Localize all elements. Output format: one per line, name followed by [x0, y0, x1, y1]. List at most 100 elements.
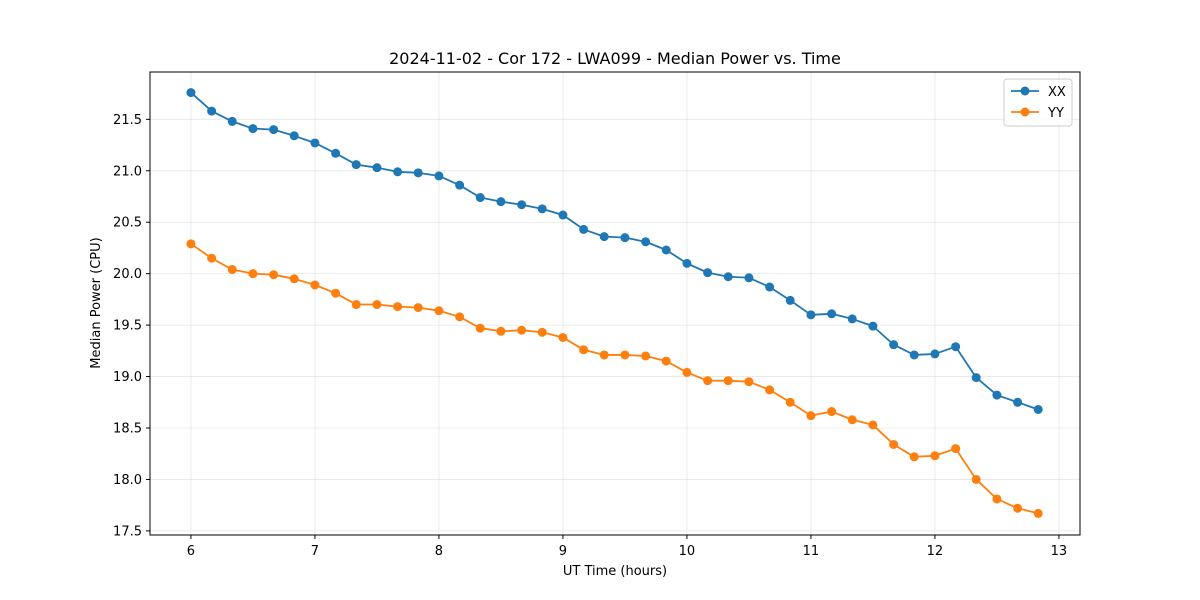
data-point-yy: [951, 444, 961, 454]
chart-title: 2024-11-02 - Cor 172 - LWA099 - Median P…: [389, 49, 841, 68]
data-point-yy: [289, 274, 299, 284]
y-tick-label: 17.5: [113, 524, 142, 539]
data-point-yy: [847, 415, 857, 425]
data-point-yy: [992, 494, 1002, 504]
data-point-yy: [765, 385, 775, 395]
data-point-yy: [248, 269, 258, 279]
data-point-yy: [558, 332, 568, 342]
data-point-yy: [827, 407, 837, 417]
data-point-yy: [537, 327, 547, 337]
data-point-xx: [289, 131, 299, 141]
data-point-xx: [537, 204, 547, 214]
data-point-yy: [661, 356, 671, 366]
data-point-xx: [393, 167, 403, 177]
data-point-yy: [207, 253, 217, 263]
data-point-xx: [971, 373, 981, 383]
legend-marker-xx: [1020, 86, 1030, 96]
y-tick-label: 20.5: [113, 216, 142, 231]
data-point-yy: [909, 452, 919, 462]
data-point-xx: [248, 124, 258, 134]
data-point-xx: [930, 349, 940, 359]
y-tick-label: 18.0: [113, 473, 142, 488]
y-tick-label: 18.5: [113, 421, 142, 436]
series: [186, 88, 1043, 518]
y-tick-label: 19.5: [113, 319, 142, 334]
x-tick-label: 13: [1051, 544, 1068, 559]
data-point-yy: [372, 300, 382, 310]
data-point-xx: [599, 232, 609, 242]
x-tick-label: 7: [311, 544, 319, 559]
data-point-xx: [682, 258, 692, 268]
data-point-xx: [372, 163, 382, 173]
data-point-yy: [682, 367, 692, 377]
data-point-xx: [785, 295, 795, 305]
data-point-xx: [889, 340, 899, 350]
data-point-xx: [434, 171, 444, 181]
data-point-yy: [703, 376, 713, 386]
legend: XX YY: [1003, 78, 1073, 127]
data-point-yy: [641, 351, 651, 361]
data-point-xx: [909, 350, 919, 360]
data-point-yy: [434, 306, 444, 316]
x-axis-label: UT Time (hours): [563, 564, 667, 579]
data-point-xx: [1033, 404, 1043, 414]
data-point-yy: [496, 326, 506, 336]
data-point-xx: [723, 272, 733, 282]
data-point-yy: [310, 280, 320, 290]
data-point-xx: [269, 125, 279, 135]
x-tick-label: 8: [435, 544, 443, 559]
data-point-yy: [620, 350, 630, 360]
data-point-yy: [806, 411, 816, 421]
legend-label-xx: XX: [1048, 85, 1066, 100]
data-point-yy: [889, 439, 899, 449]
data-point-yy: [599, 350, 609, 360]
data-point-xx: [744, 273, 754, 283]
grid: [150, 72, 1080, 535]
data-point-yy: [930, 451, 940, 461]
data-point-yy: [785, 397, 795, 407]
data-point-xx: [351, 160, 361, 170]
x-tick-label: 11: [803, 544, 820, 559]
data-point-xx: [827, 309, 837, 319]
y-tick-label: 21.0: [113, 164, 142, 179]
data-point-yy: [269, 270, 279, 280]
data-point-yy: [227, 265, 237, 275]
data-point-xx: [413, 168, 423, 178]
x-tick-label: 6: [187, 544, 195, 559]
data-point-xx: [227, 116, 237, 126]
data-point-xx: [558, 210, 568, 220]
y-tick-label: 19.0: [113, 370, 142, 385]
x-tick-label: 10: [679, 544, 696, 559]
data-point-xx: [207, 106, 217, 116]
data-point-yy: [413, 303, 423, 313]
data-point-yy: [517, 325, 527, 335]
data-point-yy: [723, 376, 733, 386]
y-axis-label: Median Power (CPU): [89, 237, 104, 368]
legend-label-yy: YY: [1047, 106, 1064, 121]
x-tick-label: 9: [559, 544, 567, 559]
data-point-xx: [186, 88, 196, 98]
data-point-yy: [971, 474, 981, 484]
data-point-yy: [475, 323, 485, 333]
data-point-yy: [455, 312, 465, 322]
plot-frame: [149, 71, 1081, 536]
data-point-yy: [351, 300, 361, 310]
data-point-xx: [992, 390, 1002, 400]
legend-marker-yy: [1020, 107, 1030, 117]
data-point-xx: [806, 310, 816, 320]
y-tick-label: 21.5: [113, 113, 142, 128]
y-tick-label: 20.0: [113, 267, 142, 282]
data-point-xx: [579, 224, 589, 234]
data-point-xx: [765, 282, 775, 292]
x-tick-label: 12: [927, 544, 944, 559]
axis-ticks: 6 7 8 9 10 11 12 13 17.5 18.0 18.5 19.0 19.5 20.0 20.5…: [113, 113, 1067, 559]
data-point-yy: [744, 377, 754, 387]
data-point-xx: [331, 148, 341, 158]
data-point-xx: [1013, 397, 1023, 407]
data-point-xx: [847, 314, 857, 324]
data-point-xx: [496, 197, 506, 207]
data-point-xx: [455, 180, 465, 190]
data-point-xx: [703, 268, 713, 278]
data-point-xx: [661, 245, 671, 255]
